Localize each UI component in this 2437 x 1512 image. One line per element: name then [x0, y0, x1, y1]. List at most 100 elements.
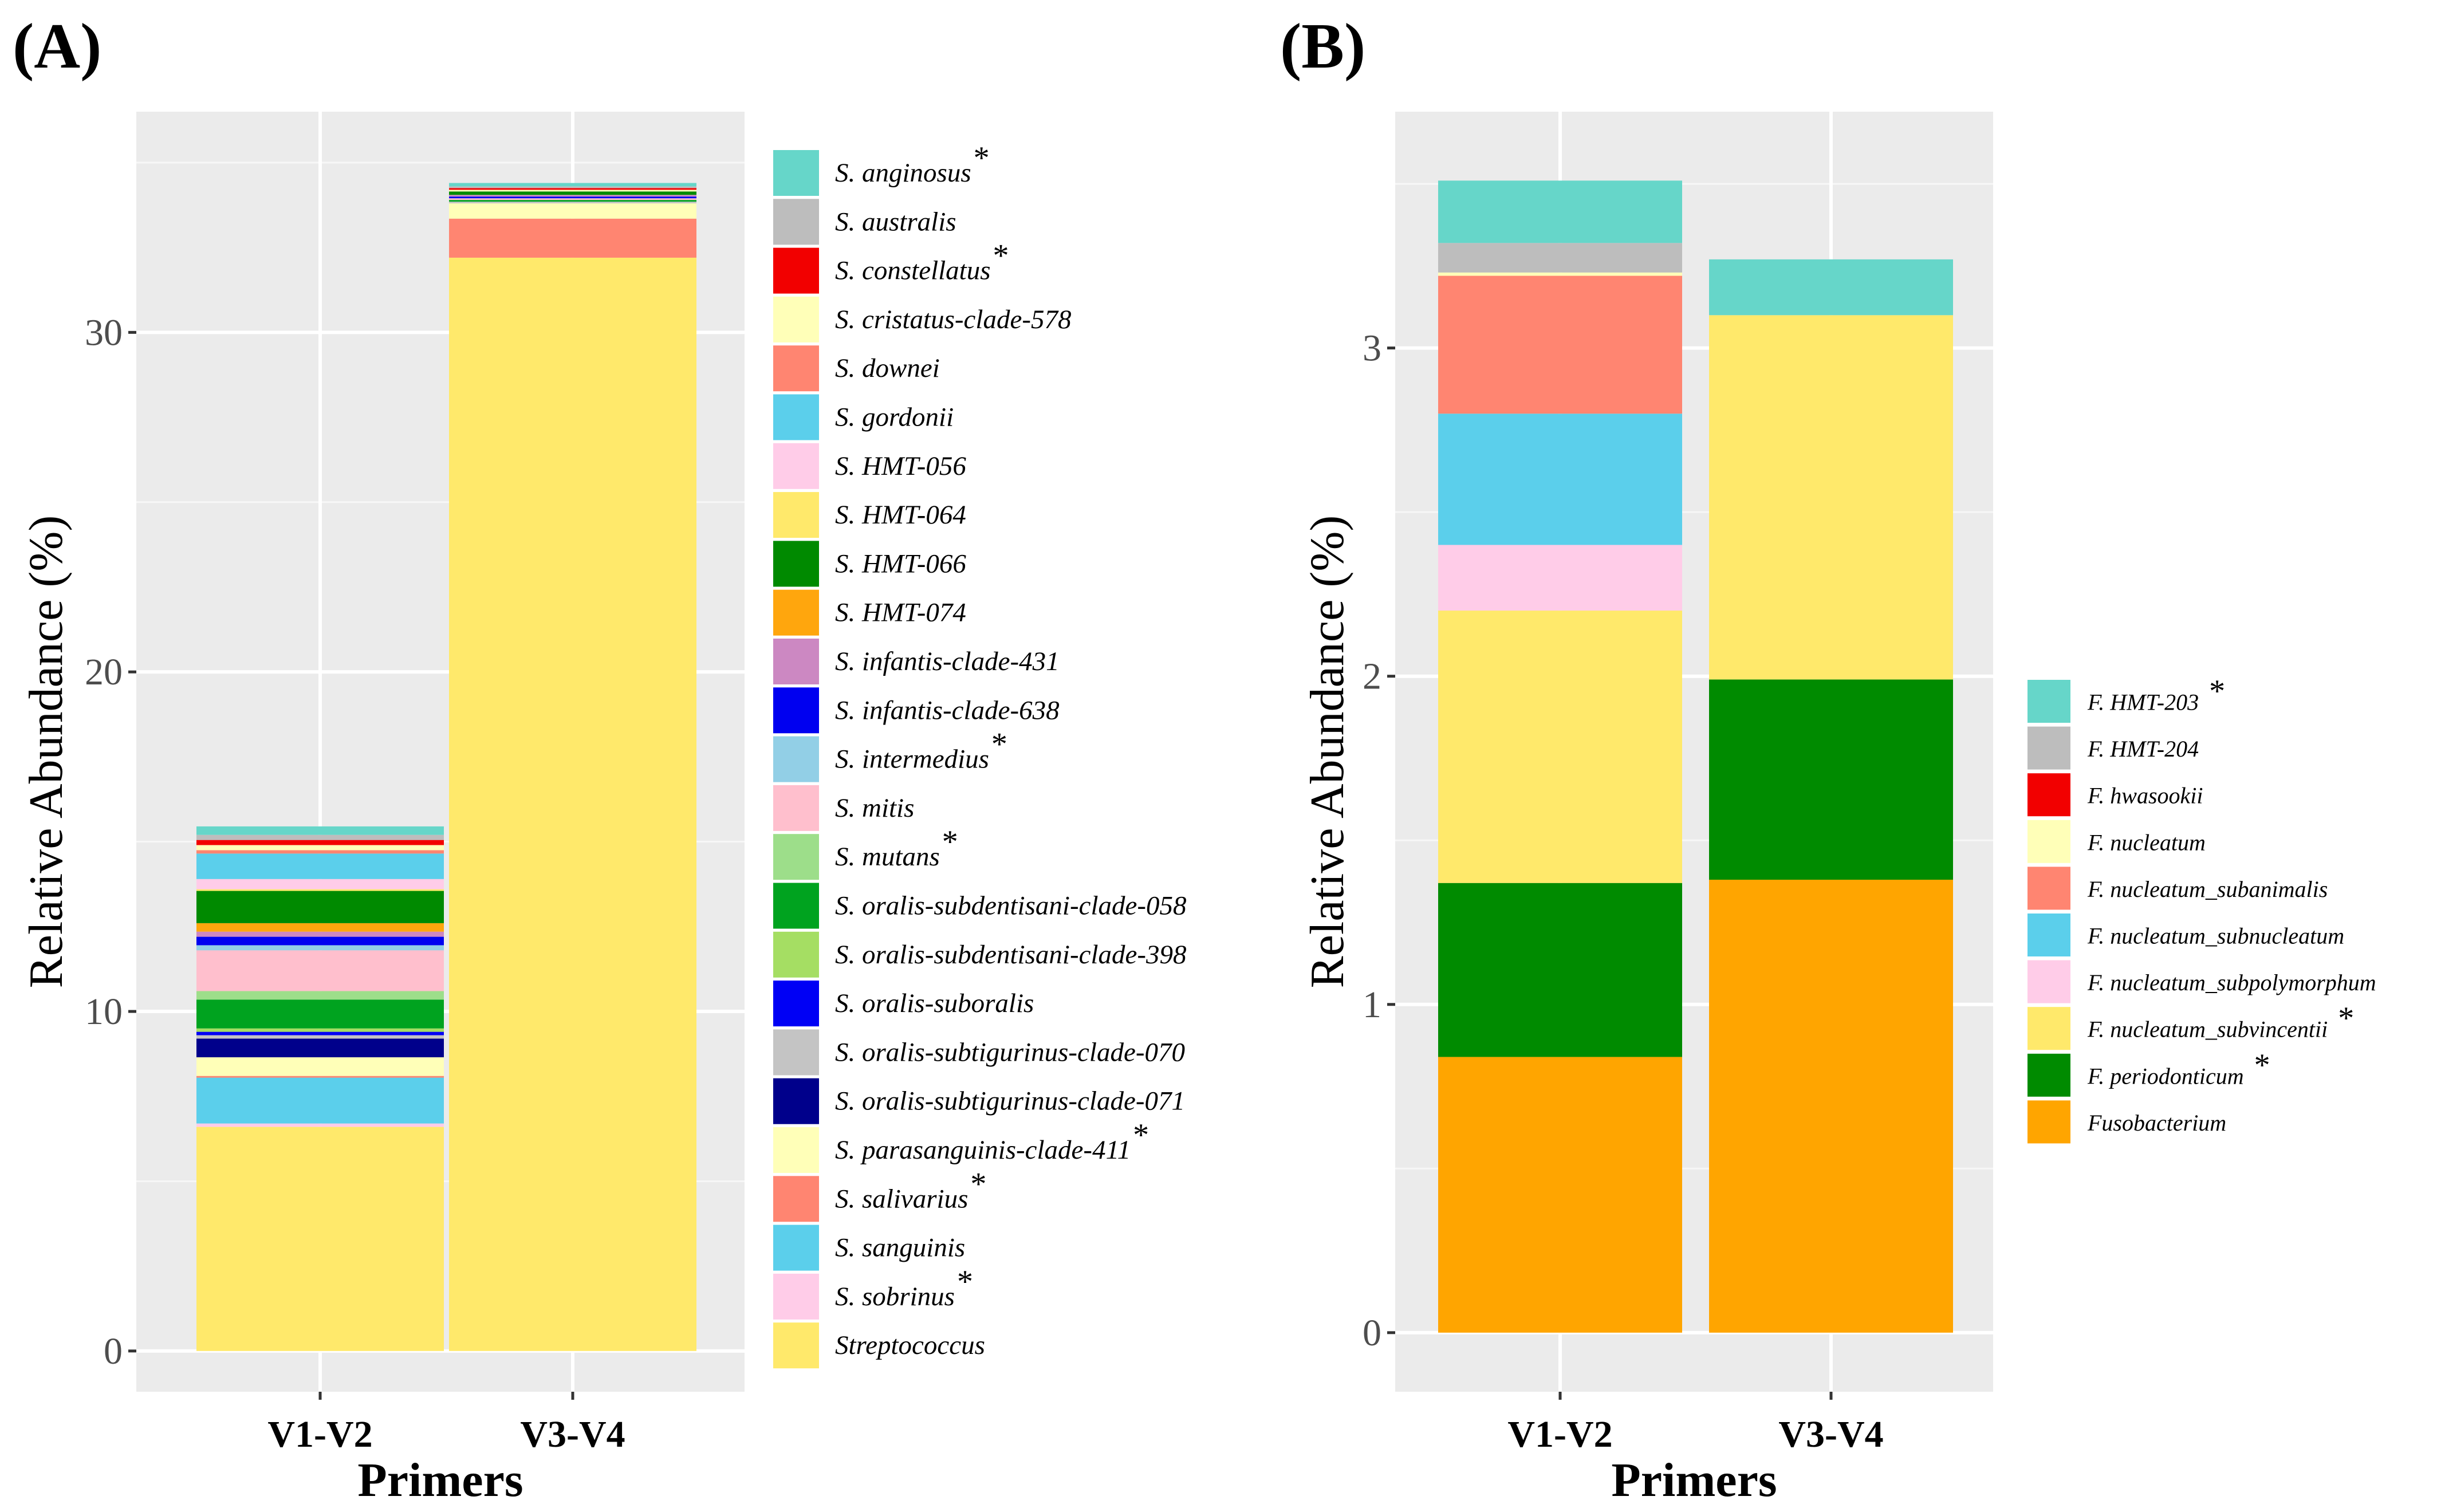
bar-segment-v3-v4-s-oralis-subtigurinus-clade-070 — [449, 202, 696, 204]
x-axis-title: Primers — [1611, 1454, 1777, 1507]
legend-key — [773, 834, 819, 880]
legend-key — [773, 150, 819, 196]
bar-segment-v3-v4-s-parasanguinis-clade-411 — [449, 203, 696, 219]
bar-segment-v1-v2-s-sobrinus — [196, 1123, 444, 1127]
legend-label: S. anginosus — [835, 158, 971, 188]
y-tick-label: 2 — [1363, 656, 1381, 698]
bar-segment-v1-v2-f-hmt-203 — [1438, 180, 1682, 243]
bar-segment-v1-v2-s-infantis-clade-431 — [196, 931, 444, 937]
legend-label: S. infantis-clade-638 — [835, 695, 1060, 725]
bar-segment-v1-v2-s-intermedius — [196, 945, 444, 951]
bar-segment-v3-v4-s-infantis-clade-431 — [449, 195, 696, 197]
bar-segment-v3-v4-s-hmt-066 — [449, 191, 696, 195]
legend-key — [773, 1078, 819, 1124]
y-tick-label: 10 — [85, 991, 123, 1033]
legend-label: S. australis — [835, 207, 956, 237]
bar-segment-v1-v2-f-nucleatum-subnucleatum — [1438, 414, 1682, 545]
bar-segment-v3-v4-s-cristatus-clade-578 — [449, 190, 696, 192]
legend-key — [2027, 773, 2070, 817]
bar-segment-v3-v4-streptococcus — [449, 257, 696, 1351]
bar-segment-v3-v4-s-mitis — [449, 198, 696, 200]
bar-segment-v1-v2-f-nucleatum — [1438, 272, 1682, 276]
significance-star: * — [942, 824, 958, 860]
legend: F. HMT-203 * F. HMT-204 F. hwasookii F. nucl… — [2027, 674, 2376, 1144]
legend-label: S. sanguinis — [835, 1233, 965, 1263]
bar-segment-v3-v4-s-constellatus — [449, 188, 696, 190]
bar-segment-v1-v2-s-cristatus-clade-578 — [196, 845, 444, 850]
legend-key — [773, 443, 819, 489]
legend-label: F. nucleatum — [2087, 829, 2206, 855]
significance-star: * — [970, 1166, 986, 1202]
legend-key — [773, 492, 819, 538]
y-tick-label: 20 — [85, 651, 123, 693]
legend-label: F. hwasookii — [2087, 783, 2203, 809]
legend-label: F. nucleatum_subvincentii — [2087, 1017, 2328, 1042]
legend-label: S. oralis-suboralis — [835, 989, 1034, 1018]
legend-label: S. gordonii — [835, 403, 954, 432]
legend-key — [773, 1322, 819, 1369]
bar-segment-v1-v2-s-hmt-064 — [196, 889, 444, 891]
legend-key — [2027, 960, 2070, 1003]
legend-label: S. downei — [835, 353, 940, 383]
x-tick-label: V1-V2 — [267, 1413, 372, 1455]
legend-label: F. nucleatum_subpolymorphum — [2087, 970, 2376, 995]
legend-label: S. HMT-066 — [835, 549, 966, 578]
legend-key — [773, 1224, 819, 1271]
legend-label: S. mutans — [835, 842, 940, 872]
x-tick-label: V3-V4 — [1778, 1413, 1883, 1455]
bar-segment-v1-v2-s-gordonii — [196, 853, 444, 879]
x-axis-title: Primers — [357, 1454, 523, 1507]
legend-key — [2027, 1053, 2070, 1097]
legend-label: Streptococcus — [835, 1330, 985, 1360]
legend-key — [773, 199, 819, 245]
legend-label: S. oralis-subtigurinus-clade-070 — [835, 1037, 1185, 1067]
legend-label: S. infantis-clade-431 — [835, 647, 1060, 676]
legend-key — [773, 931, 819, 978]
legend-key — [773, 981, 819, 1027]
legend-label: S. oralis-subdentisani-clade-058 — [835, 891, 1187, 921]
legend-label: S. sobrinus — [835, 1282, 955, 1312]
bar-segment-v1-v2-f-nucleatum-subanimalis — [1438, 275, 1682, 414]
legend-label: F. periodonticum — [2087, 1063, 2244, 1089]
bar-segment-v1-v2-fusobacterium — [1438, 1057, 1682, 1333]
bar-segment-v1-v2-s-oralis-subdentisani-clade-058 — [196, 999, 444, 1029]
significance-star: * — [957, 1264, 973, 1300]
bar-segment-v1-v2-s-oralis-subdentisani-clade-398 — [196, 1028, 444, 1032]
bar-segment-v1-v2-s-oralis-subtigurinus-clade-071 — [196, 1038, 444, 1058]
significance-star: * — [2209, 674, 2225, 709]
bar-segment-v1-v2-s-parasanguinis-clade-411 — [196, 1057, 444, 1076]
legend-key — [2027, 726, 2070, 770]
legend-label: S. HMT-056 — [835, 451, 966, 481]
legend-key — [2027, 1007, 2070, 1050]
legend-label: F. HMT-204 — [2087, 736, 2199, 762]
y-tick-label: 30 — [85, 312, 123, 353]
legend-label: S. oralis-subtigurinus-clade-071 — [835, 1086, 1185, 1116]
bar-segment-v1-v2-f-periodonticum — [1438, 883, 1682, 1057]
legend-key — [773, 394, 819, 440]
significance-star: * — [991, 727, 1007, 762]
legend-label: S. parasanguinis-clade-411 — [835, 1135, 1131, 1165]
y-axis-title: Relative Abundance (%) — [1301, 515, 1354, 989]
legend-key — [2027, 914, 2070, 956]
bar-segment-v1-v2-s-hmt-074 — [196, 923, 444, 932]
legend-label: S. HMT-064 — [835, 500, 966, 530]
y-tick-label: 1 — [1363, 984, 1381, 1026]
y-tick-label: 0 — [1363, 1312, 1381, 1354]
significance-star: * — [974, 140, 990, 176]
legend-key — [773, 589, 819, 636]
legend-key — [773, 1273, 819, 1320]
bar-segment-v3-v4-fusobacterium — [1709, 880, 1953, 1333]
bar-segment-v3-v4-s-salivarius — [449, 218, 696, 258]
bar-segment-v3-v4-f-nucleatum-subvincentii — [1709, 315, 1953, 680]
legend-key — [773, 247, 819, 294]
bar-segment-v1-v2-s-infantis-clade-638 — [196, 936, 444, 946]
significance-star: * — [1133, 1117, 1149, 1153]
bar-segment-v1-v2-s-anginosus — [196, 826, 444, 835]
legend-label: S. HMT-074 — [835, 598, 966, 628]
bar-segment-v1-v2-s-sanguinis — [196, 1077, 444, 1124]
bar-segment-v3-v4-s-australis — [449, 186, 696, 188]
bar-segment-v1-v2-s-mutans — [196, 991, 444, 1000]
legend-key — [773, 1029, 819, 1076]
